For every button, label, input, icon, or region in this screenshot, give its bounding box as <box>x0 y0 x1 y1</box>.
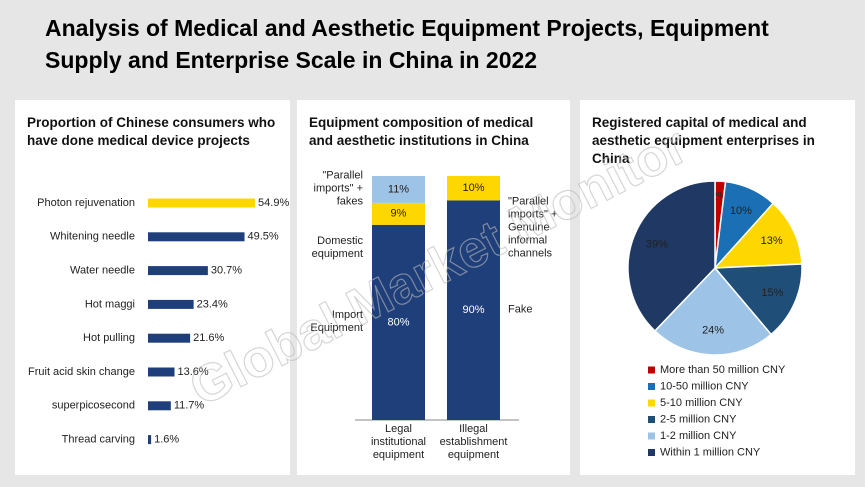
value-label: 80% <box>387 316 409 328</box>
panel: Equipment composition of medical and aes… <box>297 100 570 475</box>
value-label: 11.7% <box>174 400 205 412</box>
value-label: 13.6% <box>178 366 209 378</box>
legend-label: More than 50 million CNY <box>660 364 786 376</box>
chart: Photon rejuvenation 54.9% Whitening needle… <box>28 197 289 446</box>
legend-swatch <box>648 383 655 390</box>
bar <box>148 401 171 411</box>
legend-label: Within 1 million CNY <box>660 446 761 458</box>
value-label: 30.7% <box>211 265 242 277</box>
legend-swatch <box>648 416 655 423</box>
chart-title: Registered capital of medical and aesthe… <box>592 115 815 166</box>
bar <box>148 299 194 309</box>
value-label: 49.5% <box>248 231 279 243</box>
panel: Registered capital of medical and aesthe… <box>580 100 855 475</box>
category-label: Fruit acid skin change <box>28 366 135 378</box>
bar <box>148 198 256 208</box>
bar-segment <box>372 176 425 203</box>
chart-title: Proportion of Chinese consumers who have… <box>27 115 276 148</box>
category-label: Illegal establishment equipment <box>439 423 508 461</box>
segment-annotation: Fake <box>508 303 533 316</box>
legend-swatch <box>648 432 655 440</box>
category-label: Hot maggi <box>85 298 135 310</box>
value-label: 10% <box>462 182 484 194</box>
value-label: 11% <box>388 183 409 195</box>
category-label: Photon rejuvenation <box>37 197 135 209</box>
legend-label: 5-10 million CNY <box>660 397 743 409</box>
value-label: 15% <box>761 287 783 299</box>
category-label: superpicosecond <box>52 400 135 412</box>
legend-swatch <box>648 366 655 374</box>
chart: 80% 9% 11% 90% 10% <box>355 176 519 421</box>
value-label: 9% <box>391 208 407 220</box>
value-label: 13% <box>761 235 783 247</box>
value-label: 90% <box>462 304 484 316</box>
legend-label: 1-2 million CNY <box>660 430 737 442</box>
value-label: 23.4% <box>197 298 228 310</box>
panel: Proportion of Chinese consumers who have… <box>15 100 290 475</box>
category-label: Water needle <box>70 265 135 277</box>
chart-title: Equipment composition of medical and aes… <box>309 115 534 148</box>
bar <box>148 333 191 343</box>
bar <box>148 232 245 242</box>
bar-segment <box>447 176 500 201</box>
category-label: Hot pulling <box>83 332 135 344</box>
segment-annotation: Import Equipment <box>310 309 363 335</box>
category-label: Thread carving <box>62 434 135 446</box>
legend-label: 2-5 million CNY <box>660 413 737 425</box>
value-label: 54.9% <box>258 197 289 209</box>
value-label: 10% <box>730 205 752 217</box>
bar-segment <box>372 224 425 420</box>
pie-slice <box>627 180 716 332</box>
pie-slice <box>713 263 803 336</box>
bar <box>148 266 208 276</box>
value-label: 39% <box>646 239 668 251</box>
bar-segment <box>372 202 425 225</box>
category-label: Whitening needle <box>50 231 135 243</box>
segment-annotation: "Parallel imports" + fakes <box>313 169 363 208</box>
segment-annotation: Domestic equipment <box>311 234 363 260</box>
pie-slice <box>653 266 773 356</box>
legend-swatch <box>648 399 655 407</box>
legend-swatch <box>648 449 655 456</box>
page-title: Analysis of Medical and Aesthetic Equipm… <box>45 15 769 73</box>
bar <box>148 367 175 377</box>
value-label: 24% <box>702 325 724 337</box>
category-label: Legal institutional equipment <box>370 423 427 461</box>
segment-annotation: "Parallel imports" + Genuine informal ch… <box>508 195 558 260</box>
legend-label: 10-50 million CNY <box>660 380 749 392</box>
value-label: 1.6% <box>154 434 179 446</box>
pie-slice <box>713 202 803 269</box>
bar <box>148 435 152 445</box>
value-label: 21.6% <box>193 332 224 344</box>
bar-segment <box>447 200 500 420</box>
